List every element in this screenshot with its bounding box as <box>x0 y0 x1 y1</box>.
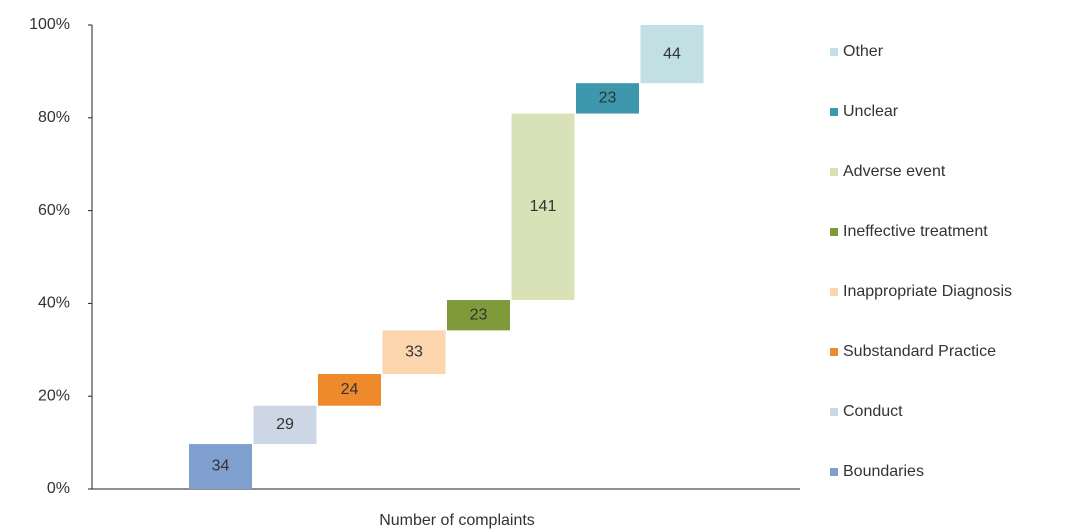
legend-label: Inappropriate Diagnosis <box>843 283 1012 300</box>
data-label: 23 <box>599 90 617 107</box>
data-label: 29 <box>276 416 294 433</box>
y-tick-label: 100% <box>29 16 70 33</box>
data-label: 34 <box>212 458 230 475</box>
legend-label: Unclear <box>843 103 899 120</box>
bar <box>189 444 252 489</box>
bar <box>447 299 510 331</box>
y-tick-label: 0% <box>47 480 70 497</box>
legend-swatch <box>830 348 838 356</box>
bar <box>318 373 381 406</box>
legend-label: Boundaries <box>843 463 924 480</box>
legend-label: Substandard Practice <box>843 343 996 360</box>
y-tick-label: 40% <box>38 295 70 312</box>
y-tick-label: 20% <box>38 387 70 404</box>
data-label: 23 <box>470 306 488 323</box>
data-label: 44 <box>663 45 681 62</box>
data-label: 141 <box>530 198 557 215</box>
data-label: 33 <box>405 343 423 360</box>
y-tick-label: 60% <box>38 202 70 219</box>
bar <box>253 405 317 445</box>
legend-swatch <box>830 288 838 296</box>
x-axis-label: Number of complaints <box>379 512 535 529</box>
bar <box>511 113 575 300</box>
legend-swatch <box>830 168 838 176</box>
legend-swatch <box>830 468 838 476</box>
legend-swatch <box>830 228 838 236</box>
legend-swatch <box>830 408 838 416</box>
legend-swatch <box>830 108 838 116</box>
legend-label: Adverse event <box>843 163 946 180</box>
legend-label: Other <box>843 43 884 60</box>
data-label: 24 <box>341 381 359 398</box>
legend-label: Ineffective treatment <box>843 223 988 240</box>
legend-label: Conduct <box>843 403 903 420</box>
bar <box>576 83 639 114</box>
y-tick-label: 80% <box>38 109 70 126</box>
bar <box>382 330 446 374</box>
bar <box>640 25 704 84</box>
legend-swatch <box>830 48 838 56</box>
